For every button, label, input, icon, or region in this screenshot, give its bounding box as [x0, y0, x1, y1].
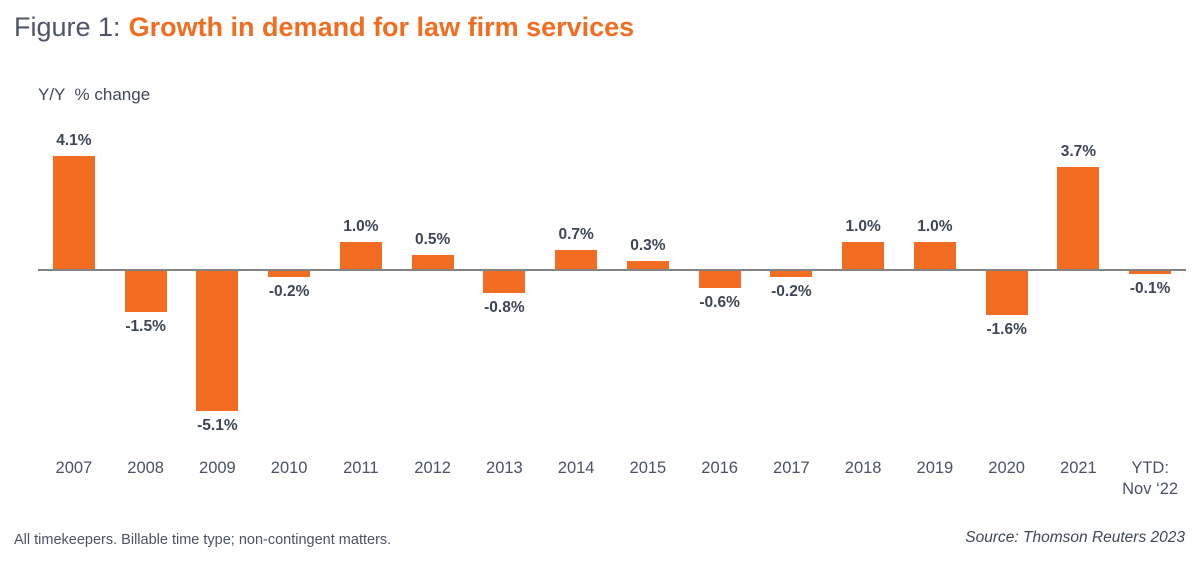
bar-column-2009: -5.1%	[182, 115, 254, 455]
value-label-2009: -5.1%	[197, 417, 238, 435]
x-axis-label-2019: 2019	[916, 459, 954, 477]
bar-column-2021: 3.7%	[1043, 115, 1115, 455]
x-axis-label-2018: 2018	[844, 459, 882, 477]
x-axis-label-2014: 2014	[557, 459, 595, 477]
value-label-2013: -0.8%	[484, 299, 525, 316]
bar-2012	[411, 255, 454, 269]
bar-column-2020: -1.6%	[971, 115, 1043, 455]
x-axis-labels: 2007 2008 2009 2010 2011 2012 2013 2014 2015 2016…	[38, 458, 1186, 499]
value-label-2015: 0.3%	[630, 236, 666, 254]
bar-column-2008: -1.5%	[110, 115, 182, 455]
bar-2014	[555, 249, 598, 269]
x-axis-label-2021: 2021	[1060, 459, 1097, 477]
x-axis-label-2007: 2007	[55, 459, 93, 477]
bar-2009	[196, 271, 239, 412]
x-axis-label-2016: 2016	[701, 459, 738, 477]
value-label-ytd: -0.1%	[1129, 279, 1171, 297]
x-axis-label-2020: 2020	[988, 459, 1025, 477]
value-label-2010: -0.2%	[268, 282, 310, 300]
value-label-2011: 1.0%	[343, 217, 379, 235]
y-axis-label: Y/Y % change	[38, 85, 151, 104]
bar-column-2019: 1.0%	[899, 115, 971, 455]
value-label-2016: -0.6%	[699, 293, 740, 311]
bar-2021	[1057, 167, 1100, 269]
bar-column-2016: -0.6%	[684, 115, 756, 455]
x-axis-label-2012: 2012	[414, 459, 451, 477]
bar-column-2015: 0.3%	[612, 115, 684, 455]
x-axis-label-2015: 2015	[629, 459, 667, 477]
plot-area: 4.1% -1.5% -5.1% -0.2% 1.0% 0.5% -0.8% 0.7% 0.3%…	[38, 115, 1186, 455]
figure-number-label: Figure 1:	[14, 12, 121, 42]
bar-column-2017: -0.2%	[756, 115, 828, 455]
source-attribution: Source: Thomson Reuters 2023	[965, 529, 1185, 546]
value-label-2021: 3.7%	[1060, 143, 1097, 161]
chart-title: Growth in demand for law firm services	[128, 12, 635, 42]
bar-column-2007: 4.1%	[38, 115, 110, 455]
bar-2008	[124, 271, 167, 313]
bar-2016	[698, 271, 741, 288]
bar-2007	[52, 156, 95, 269]
bar-column-2012: 0.5%	[397, 115, 469, 455]
bar-ytd	[1129, 271, 1172, 274]
x-axis-label-2010: 2010	[270, 459, 308, 477]
bar-2013	[483, 271, 526, 293]
bar-column-ytd: -0.1%	[1114, 115, 1186, 455]
bar-column-2013: -0.8%	[469, 115, 541, 455]
value-label-2012: 0.5%	[414, 231, 451, 249]
value-label-2017: -0.2%	[771, 282, 812, 300]
footnote: All timekeepers. Billable time type; non…	[14, 532, 392, 548]
value-label-2014: 0.7%	[558, 225, 594, 243]
bar-column-2018: 1.0%	[827, 115, 899, 455]
bar-2010	[268, 271, 311, 277]
bar-column-2010: -0.2%	[253, 115, 325, 455]
bar-column-2014: 0.7%	[540, 115, 612, 455]
value-label-2007: 4.1%	[56, 132, 92, 150]
bar-2020	[985, 271, 1028, 315]
bar-2011	[339, 241, 382, 269]
zero-axis-line	[38, 269, 1186, 271]
value-label-2020: -1.6%	[986, 321, 1027, 338]
x-axis-label-2008: 2008	[127, 459, 164, 477]
bar-2017	[770, 271, 813, 277]
x-axis-label-ytd: YTD: Nov ‘22	[1122, 459, 1179, 498]
value-label-2019: 1.0%	[917, 217, 953, 235]
x-axis-label-2009: 2009	[199, 459, 236, 477]
bar-2018	[842, 241, 885, 269]
x-axis-label-2011: 2011	[343, 459, 379, 477]
x-axis-label-2013: 2013	[486, 459, 523, 477]
bar-column-2011: 1.0%	[325, 115, 397, 455]
bar-2015	[626, 260, 669, 269]
figure-title: Figure 1: Growth in demand for law firm s…	[14, 12, 634, 43]
bar-2019	[913, 241, 956, 269]
value-label-2018: 1.0%	[845, 217, 881, 235]
x-axis-label-2017: 2017	[773, 459, 810, 477]
value-label-2008: -1.5%	[125, 318, 166, 336]
